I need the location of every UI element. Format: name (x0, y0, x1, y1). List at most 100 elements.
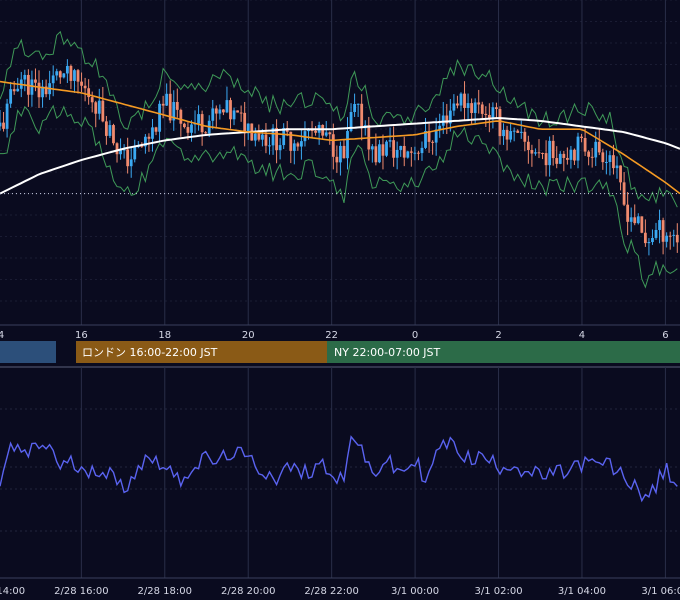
candle-body (172, 102, 176, 121)
candle-body (456, 103, 459, 106)
candle-body (310, 129, 314, 131)
candle-body (445, 115, 449, 124)
candle-body (129, 159, 133, 167)
session-tokyo (0, 341, 56, 363)
session-london (76, 341, 327, 363)
session-london-label: ロンドン 16:00-22:00 JST (82, 346, 218, 359)
candle-body (168, 93, 172, 121)
candle-body (296, 143, 300, 147)
candle-body (378, 144, 381, 163)
candle-body (2, 122, 5, 129)
candle-body (271, 127, 275, 146)
candle-body (427, 130, 431, 142)
candle-body (498, 109, 502, 137)
x-tick-label: 2/28 16:00 (54, 586, 108, 597)
candle-body (590, 156, 594, 158)
candle-body (204, 132, 208, 134)
candle-body (339, 145, 342, 163)
candle-body (236, 110, 239, 113)
candle-body (300, 141, 303, 147)
candle-body (604, 162, 608, 164)
x-tick-label: 2 (495, 330, 501, 341)
candle-body (417, 152, 420, 154)
candle-body (197, 114, 200, 124)
candle-body (328, 132, 332, 135)
candle-body (360, 103, 364, 129)
candle-body (665, 235, 669, 242)
candle-body (62, 73, 66, 78)
candle-body (211, 108, 215, 121)
candle-body (122, 149, 126, 151)
candle-body (321, 124, 325, 136)
candle-body (647, 242, 651, 244)
candle-body (661, 220, 665, 242)
candle-body (668, 235, 672, 237)
candle-body (5, 103, 9, 129)
candle-body (420, 147, 424, 154)
candlesticks (0, 59, 679, 256)
candle-body (97, 100, 101, 114)
candle-body (275, 127, 278, 151)
x-tick-label: 3/1 04:00 (558, 586, 606, 597)
candle-body (615, 165, 619, 169)
candle-body (424, 130, 427, 148)
bollinger-lower (0, 104, 678, 289)
x-tick-label: 22 (325, 330, 338, 341)
x-tick-label: 3/1 06:00 (641, 586, 680, 597)
candle-body (413, 152, 417, 154)
candle-body (594, 141, 598, 158)
candle-body (477, 102, 481, 105)
candle-body (633, 217, 637, 224)
candle-body (636, 216, 640, 224)
candle-body (225, 100, 229, 113)
candle-body (221, 109, 225, 113)
candle-body (512, 130, 516, 132)
candle-body (16, 88, 20, 92)
candle-body (243, 112, 247, 134)
candle-body (12, 89, 16, 92)
candle-body (356, 103, 360, 105)
candle-body (190, 124, 193, 133)
candle-body (381, 144, 385, 156)
candle-body (346, 130, 349, 159)
candle-body (626, 204, 630, 222)
candle-body (466, 103, 470, 108)
candle-body (601, 152, 605, 163)
candle-body (268, 145, 271, 147)
candle-body (640, 216, 644, 233)
candle-body (147, 136, 151, 139)
candle-body (509, 131, 513, 140)
candle-body (126, 149, 130, 167)
candle-body (399, 145, 403, 150)
candle-body (409, 151, 413, 153)
candle-body (289, 131, 293, 151)
candle-body (392, 140, 396, 158)
candle-body (214, 108, 218, 114)
candle-body (23, 74, 27, 80)
candle-body (526, 141, 530, 151)
session-bar: ロンドン 16:00-22:00 JST NY 22:00-07:00 JST (0, 341, 680, 363)
ma-short-line (0, 80, 680, 195)
x-tick-label: 3/1 02:00 (474, 586, 522, 597)
candle-body (580, 136, 583, 139)
price-x-axis: 14 16 18 20 22 0 2 4 6 (0, 324, 680, 341)
candle-body (534, 152, 537, 154)
candle-body (104, 121, 108, 136)
candle-body (619, 165, 622, 183)
candle-body (264, 134, 268, 146)
candle-body (353, 104, 357, 113)
candle-body (307, 129, 310, 132)
candle-body (576, 136, 580, 161)
candle-body (143, 136, 147, 147)
candle-body (519, 131, 523, 133)
candle-body (470, 103, 474, 113)
candle-body (335, 156, 339, 163)
candle-body (314, 130, 317, 133)
candle-body (278, 145, 282, 151)
candle-body (41, 86, 44, 98)
session-ny-label: NY 22:00-07:00 JST (334, 346, 441, 359)
candle-body (83, 85, 87, 89)
candle-body (154, 127, 158, 132)
candle-body (94, 102, 98, 114)
